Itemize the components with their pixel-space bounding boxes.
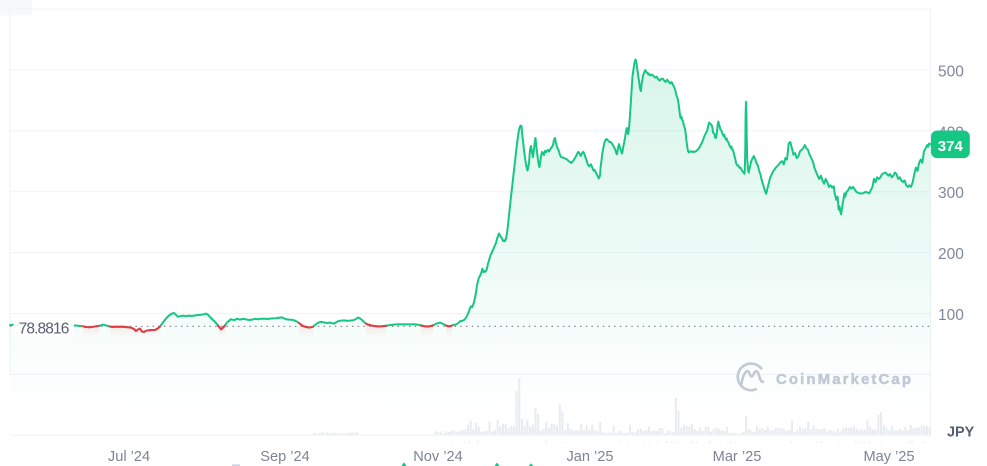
svg-text:374: 374 (938, 138, 964, 155)
svg-text:Jul ’24: Jul ’24 (108, 449, 150, 465)
svg-text:May ’25: May ’25 (863, 449, 914, 465)
svg-text:78.8816: 78.8816 (19, 320, 70, 337)
svg-text:200: 200 (938, 246, 964, 263)
svg-text:CoinMarketCap: CoinMarketCap (776, 371, 911, 388)
svg-text:Mar ’25: Mar ’25 (713, 449, 762, 465)
svg-text:500: 500 (938, 63, 964, 80)
svg-text:100: 100 (938, 307, 964, 324)
svg-text:300: 300 (938, 185, 964, 202)
svg-text:Nov ’24: Nov ’24 (413, 449, 462, 465)
svg-text:JPY: JPY (947, 425, 975, 441)
svg-text:Jan ’25: Jan ’25 (566, 449, 613, 465)
svg-text:Sep ’24: Sep ’24 (260, 449, 310, 465)
